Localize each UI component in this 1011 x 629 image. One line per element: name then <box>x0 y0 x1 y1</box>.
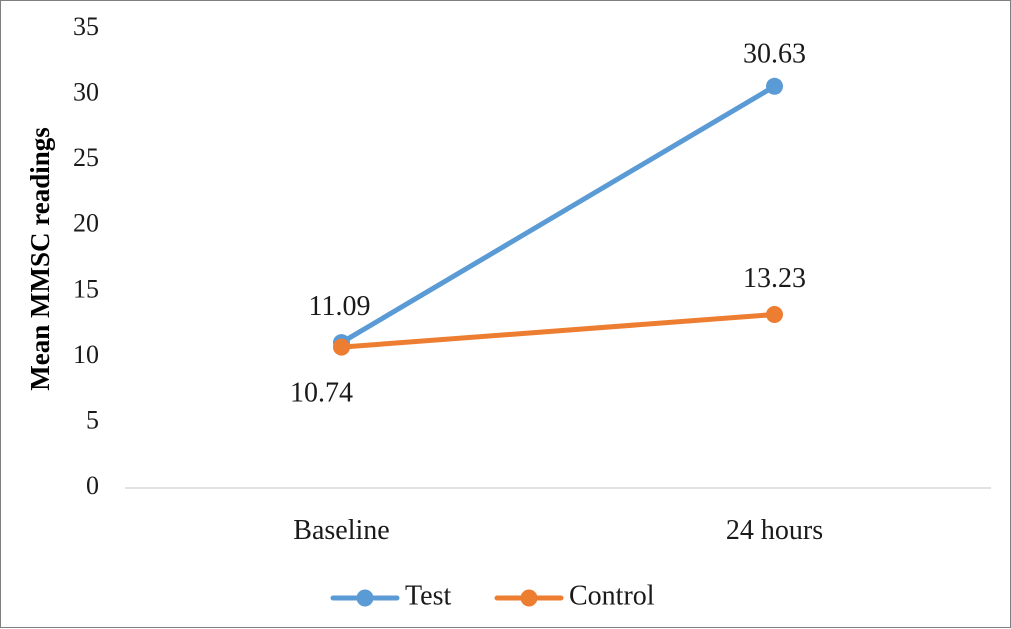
data-label-test: 11.09 <box>309 291 371 322</box>
x-category-label: Baseline <box>293 515 389 546</box>
data-point-control <box>333 338 350 356</box>
y-tick-label: 0 <box>86 471 99 500</box>
y-axis-title: Mean MMSC readings <box>25 127 55 391</box>
data-label-control: 13.23 <box>743 263 806 294</box>
y-tick-label: 30 <box>73 78 99 107</box>
x-axis-labels: Baseline 24 hours <box>293 515 823 546</box>
data-point-control <box>766 305 783 323</box>
y-tick-label: 10 <box>73 340 99 369</box>
legend-label-test: Test <box>405 580 451 611</box>
y-tick-label: 35 <box>73 12 99 41</box>
data-point-test <box>766 77 783 95</box>
series-line-control <box>339 311 777 350</box>
data-label-test: 30.63 <box>743 39 806 70</box>
data-label-control: 10.74 <box>290 378 353 409</box>
series-lines <box>333 77 783 356</box>
y-tick-label: 15 <box>73 274 99 303</box>
legend-label-control: Control <box>569 580 655 611</box>
legend-swatch-marker-test <box>356 589 374 607</box>
legend-swatch-marker-control <box>520 589 538 607</box>
series-line-test <box>339 83 777 346</box>
legend: Test Control <box>330 580 655 611</box>
y-tick-label: 20 <box>73 209 99 238</box>
data-labels: 11.09 30.63 10.74 13.23 <box>290 39 806 409</box>
y-tick-label: 5 <box>86 405 99 434</box>
y-axis-ticks: 0 5 10 15 20 25 30 35 <box>73 12 99 500</box>
x-category-label: 24 hours <box>726 515 823 546</box>
y-tick-label: 25 <box>73 143 99 172</box>
